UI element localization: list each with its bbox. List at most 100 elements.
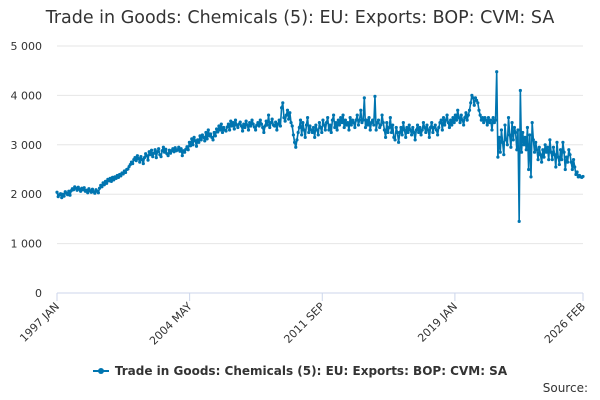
data-point[interactable] <box>55 190 59 194</box>
data-point[interactable] <box>321 118 325 122</box>
data-point[interactable] <box>464 111 468 115</box>
data-point[interactable] <box>303 135 307 139</box>
data-point[interactable] <box>112 178 116 182</box>
data-point[interactable] <box>508 133 512 137</box>
legend[interactable]: Trade in Goods: Chemicals (5): EU: Expor… <box>0 364 600 378</box>
data-point[interactable] <box>290 124 294 128</box>
data-point[interactable] <box>350 118 355 122</box>
data-point[interactable] <box>427 135 431 139</box>
data-point[interactable] <box>225 125 229 129</box>
data-point[interactable] <box>204 130 208 135</box>
data-point[interactable] <box>436 133 440 137</box>
data-point[interactable] <box>538 153 543 157</box>
data-point[interactable] <box>561 140 565 144</box>
data-point[interactable] <box>212 130 216 135</box>
data-point[interactable] <box>433 123 437 127</box>
data-point[interactable] <box>308 124 312 128</box>
data-point[interactable] <box>542 155 546 159</box>
data-point[interactable] <box>459 113 463 117</box>
data-point[interactable] <box>316 133 320 137</box>
data-point[interactable] <box>514 130 518 135</box>
data-point[interactable] <box>100 185 104 189</box>
data-point[interactable] <box>564 155 569 159</box>
data-point[interactable] <box>304 123 309 127</box>
data-point[interactable] <box>209 132 213 136</box>
data-point[interactable] <box>240 129 245 133</box>
data-point[interactable] <box>340 120 344 125</box>
data-point[interactable] <box>447 125 452 130</box>
data-point[interactable] <box>331 113 336 117</box>
data-point[interactable] <box>243 125 247 130</box>
data-point[interactable] <box>194 144 199 148</box>
data-point[interactable] <box>503 123 507 127</box>
data-point[interactable] <box>417 130 421 135</box>
data-point[interactable] <box>206 128 210 132</box>
data-point[interactable] <box>329 130 333 135</box>
data-point[interactable] <box>431 130 435 135</box>
data-point[interactable] <box>300 133 304 137</box>
data-point[interactable] <box>190 137 194 141</box>
data-point[interactable] <box>250 118 254 122</box>
data-point[interactable] <box>581 174 585 179</box>
data-point[interactable] <box>239 124 243 128</box>
data-point[interactable] <box>164 147 168 151</box>
data-point[interactable] <box>360 120 364 125</box>
data-point[interactable] <box>222 125 226 130</box>
data-point[interactable] <box>405 125 409 130</box>
data-point[interactable] <box>555 140 559 144</box>
data-point[interactable] <box>437 125 441 130</box>
data-point[interactable] <box>343 118 348 122</box>
data-point[interactable] <box>509 145 513 149</box>
data-point[interactable] <box>530 120 534 125</box>
data-point[interactable] <box>199 138 203 142</box>
data-point[interactable] <box>499 128 504 132</box>
data-point[interactable] <box>482 120 486 125</box>
data-point[interactable] <box>365 118 369 122</box>
data-point[interactable] <box>521 130 525 135</box>
data-point[interactable] <box>475 98 479 102</box>
data-point[interactable] <box>388 116 392 120</box>
data-point[interactable] <box>214 127 219 131</box>
data-point[interactable] <box>322 123 326 127</box>
data-point[interactable] <box>505 143 509 147</box>
source-credit[interactable]: Source: <box>542 381 588 395</box>
data-point[interactable] <box>356 123 361 127</box>
data-point[interactable] <box>157 147 161 151</box>
data-point[interactable] <box>227 128 232 132</box>
data-point[interactable] <box>425 123 429 127</box>
data-point[interactable] <box>96 191 100 195</box>
data-point[interactable] <box>140 158 144 162</box>
data-point[interactable] <box>454 118 459 122</box>
data-point[interactable] <box>478 113 482 117</box>
data-point[interactable] <box>423 125 427 130</box>
data-point[interactable] <box>479 118 483 122</box>
data-point[interactable] <box>291 133 295 137</box>
data-point[interactable] <box>200 133 204 137</box>
data-point[interactable] <box>68 193 72 197</box>
data-point[interactable] <box>220 130 225 135</box>
data-point[interactable] <box>341 113 345 117</box>
data-point[interactable] <box>231 120 235 125</box>
data-point[interactable] <box>154 156 158 160</box>
data-point[interactable] <box>246 128 251 132</box>
data-point[interactable] <box>264 119 268 123</box>
data-point[interactable] <box>426 128 430 132</box>
data-point[interactable] <box>441 116 446 120</box>
data-point[interactable] <box>135 154 139 158</box>
data-point[interactable] <box>274 120 278 124</box>
data-point[interactable] <box>458 120 462 125</box>
data-point[interactable] <box>548 138 552 142</box>
data-point[interactable] <box>389 130 394 135</box>
data-point[interactable] <box>268 125 272 130</box>
data-point[interactable] <box>161 145 165 149</box>
data-point[interactable] <box>311 125 316 130</box>
data-point[interactable] <box>179 147 183 151</box>
data-point[interactable] <box>511 138 515 142</box>
data-point[interactable] <box>575 170 579 174</box>
data-point[interactable] <box>452 120 456 125</box>
data-point[interactable] <box>446 120 450 125</box>
data-point[interactable] <box>230 124 234 128</box>
data-point[interactable] <box>318 125 323 130</box>
data-point[interactable] <box>310 130 314 135</box>
data-point[interactable] <box>342 125 346 130</box>
